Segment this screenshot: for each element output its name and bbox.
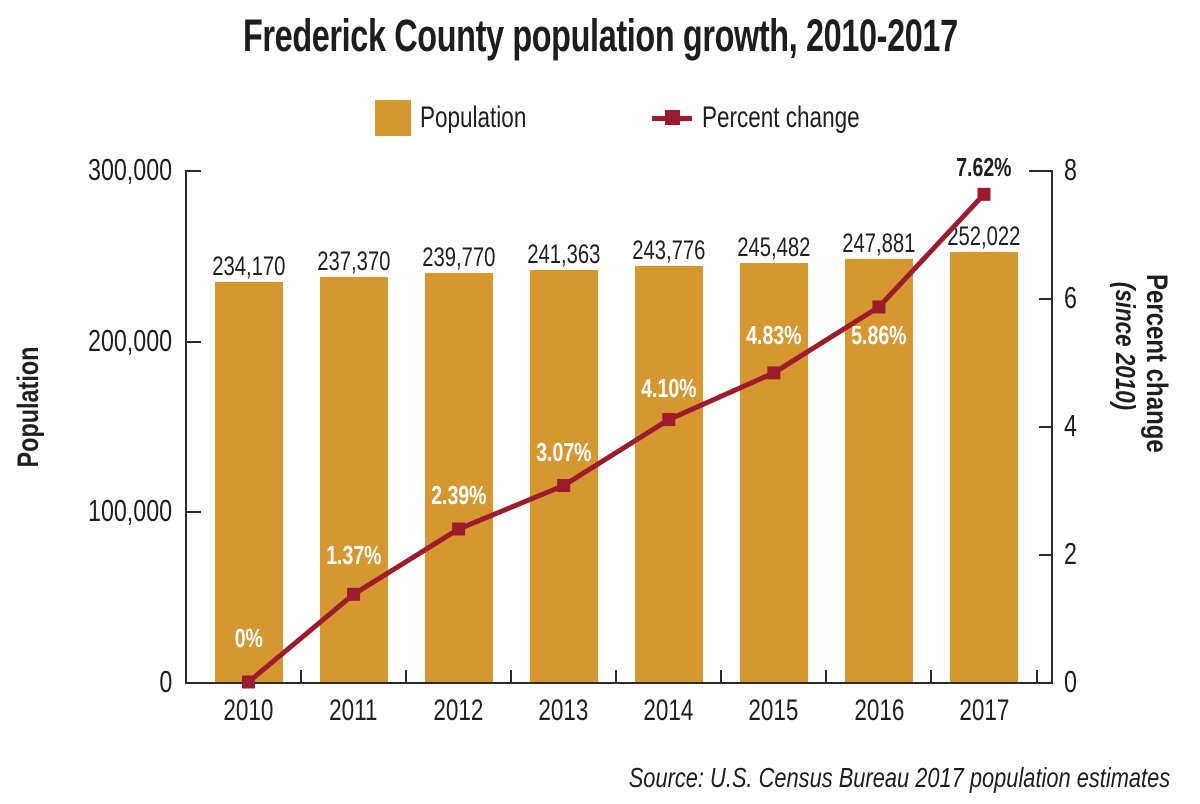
right-axis-tick-4 xyxy=(1039,426,1051,428)
population-bar-2013 xyxy=(529,270,598,682)
percent-label-2015: 4.83% xyxy=(746,319,802,350)
right-axis-tick-8 xyxy=(1029,170,1051,172)
right-axis-line xyxy=(1051,170,1053,684)
left-tick-label-200000: 200,000 xyxy=(87,322,172,358)
legend-percent-marker-icon xyxy=(665,110,680,125)
right-axis-tick-2 xyxy=(1039,554,1051,556)
legend-population-label: Population xyxy=(420,101,527,134)
percent-label-2011: 1.37% xyxy=(325,540,382,571)
population-bar-2011 xyxy=(319,276,388,682)
left-axis-tick-300000 xyxy=(187,170,201,172)
right-tick-label-8: 8 xyxy=(1064,152,1077,187)
x-tick-label-2010: 2010 xyxy=(223,694,274,727)
left-axis-tick-200000 xyxy=(187,340,201,343)
percent-label-2012: 2.39% xyxy=(430,480,487,511)
right-tick-label-0: 0 xyxy=(1064,664,1077,699)
x-tick-label-2011: 2011 xyxy=(329,694,378,727)
percent-label-2016: 5.86% xyxy=(851,319,907,350)
x-axis-boundary-tick-5 xyxy=(720,670,723,682)
right-tick-label-2: 2 xyxy=(1064,536,1077,571)
source-note: Source: U.S. Census Bureau 2017 populati… xyxy=(628,762,1170,793)
chart-title: Frederick County population growth, 2010… xyxy=(0,10,1200,62)
population-bar-2017 xyxy=(949,251,1018,682)
left-tick-label-300000: 300,000 xyxy=(87,152,172,187)
percent-marker-2017 xyxy=(977,187,991,201)
population-bar-2012 xyxy=(424,272,493,682)
x-tick-label-2013: 2013 xyxy=(538,694,589,727)
percent-label-2010: 0% xyxy=(234,623,263,653)
percent-label-2017: 7.62% xyxy=(956,152,1012,183)
left-axis-tick-100000 xyxy=(187,511,201,514)
x-tick-label-2016: 2016 xyxy=(853,694,904,727)
x-axis-line xyxy=(185,682,1053,684)
percent-label-2014: 4.10% xyxy=(641,372,697,403)
bar-value-label-2017: 252,022 xyxy=(947,220,1021,251)
chart-title-text: Frederick County population growth, 2010… xyxy=(242,10,958,61)
x-axis-boundary-tick-4 xyxy=(615,670,618,682)
x-axis-boundary-tick-7 xyxy=(930,670,933,682)
x-tick-label-2015: 2015 xyxy=(748,694,799,727)
x-tick-label-2012: 2012 xyxy=(433,694,484,727)
legend-population-swatch-icon xyxy=(375,100,411,136)
x-axis-boundary-tick-8 xyxy=(1035,670,1038,682)
legend-percent-label: Percent change xyxy=(702,101,860,134)
left-tick-label-0: 0 xyxy=(159,664,172,699)
right-tick-label-6: 6 xyxy=(1064,280,1077,315)
x-axis-boundary-tick-1 xyxy=(300,670,303,682)
x-tick-label-2014: 2014 xyxy=(643,694,694,727)
population-bar-2014 xyxy=(634,265,703,682)
x-axis-boundary-tick-3 xyxy=(510,670,513,682)
x-axis-boundary-tick-2 xyxy=(405,670,408,682)
left-tick-label-100000: 100,000 xyxy=(87,493,172,529)
x-tick-label-2017: 2017 xyxy=(958,694,1010,727)
right-axis-tick-6 xyxy=(1039,298,1051,300)
x-axis-boundary-tick-6 xyxy=(825,670,828,682)
percent-label-2013: 3.07% xyxy=(536,436,592,467)
right-tick-label-4: 4 xyxy=(1064,408,1077,443)
left-axis-line xyxy=(185,170,187,684)
